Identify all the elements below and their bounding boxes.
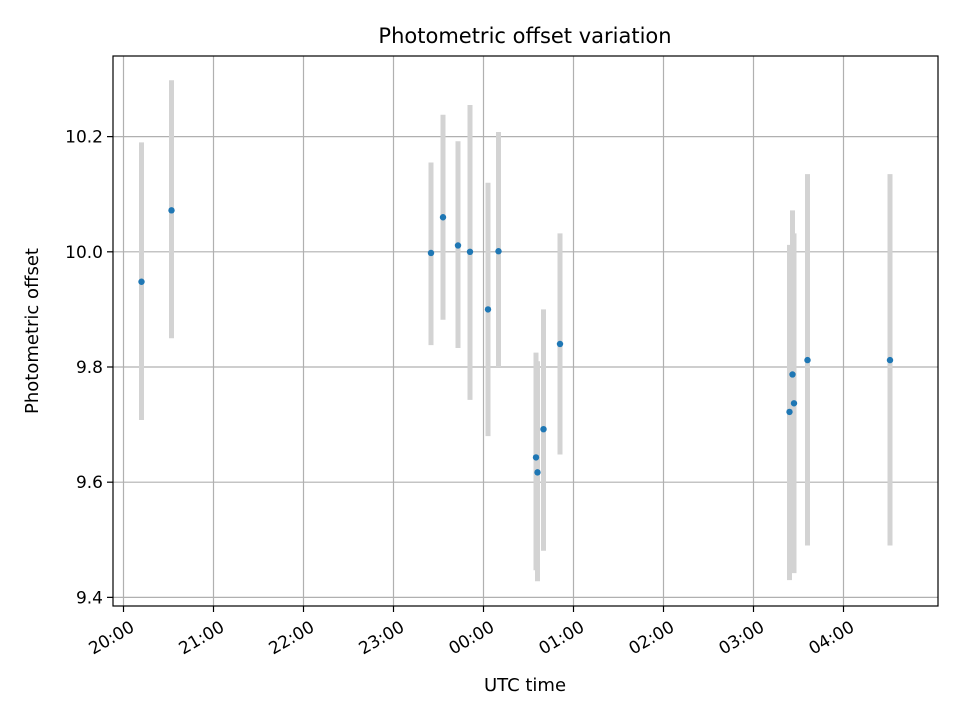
data-point xyxy=(804,356,811,364)
data-point xyxy=(789,371,796,378)
data-point xyxy=(532,454,540,461)
y-tick-label: 9.6 xyxy=(76,473,103,493)
data-points xyxy=(138,207,894,476)
y-tick-label: 10.2 xyxy=(65,128,103,148)
y-axis-label: Photometric offset xyxy=(22,248,43,414)
chart-title: Photometric offset variation xyxy=(378,24,671,48)
y-tick-label: 10.0 xyxy=(65,243,103,263)
data-point xyxy=(466,248,474,256)
data-point xyxy=(138,278,145,285)
data-point xyxy=(790,400,798,407)
data-point xyxy=(168,207,175,214)
y-tick-label: 9.8 xyxy=(76,358,103,378)
data-point xyxy=(427,249,435,257)
x-axis-label: UTC time xyxy=(484,675,566,696)
data-point xyxy=(484,306,492,313)
data-point xyxy=(786,408,793,416)
grid xyxy=(113,56,938,606)
data-point xyxy=(556,340,564,348)
data-point xyxy=(540,425,547,433)
y-tick-label: 9.4 xyxy=(76,588,103,608)
data-point xyxy=(439,214,447,221)
data-point xyxy=(454,242,462,249)
plot-frame xyxy=(112,55,939,607)
data-point xyxy=(534,469,541,476)
data-point xyxy=(886,356,894,364)
data-point xyxy=(495,248,502,255)
